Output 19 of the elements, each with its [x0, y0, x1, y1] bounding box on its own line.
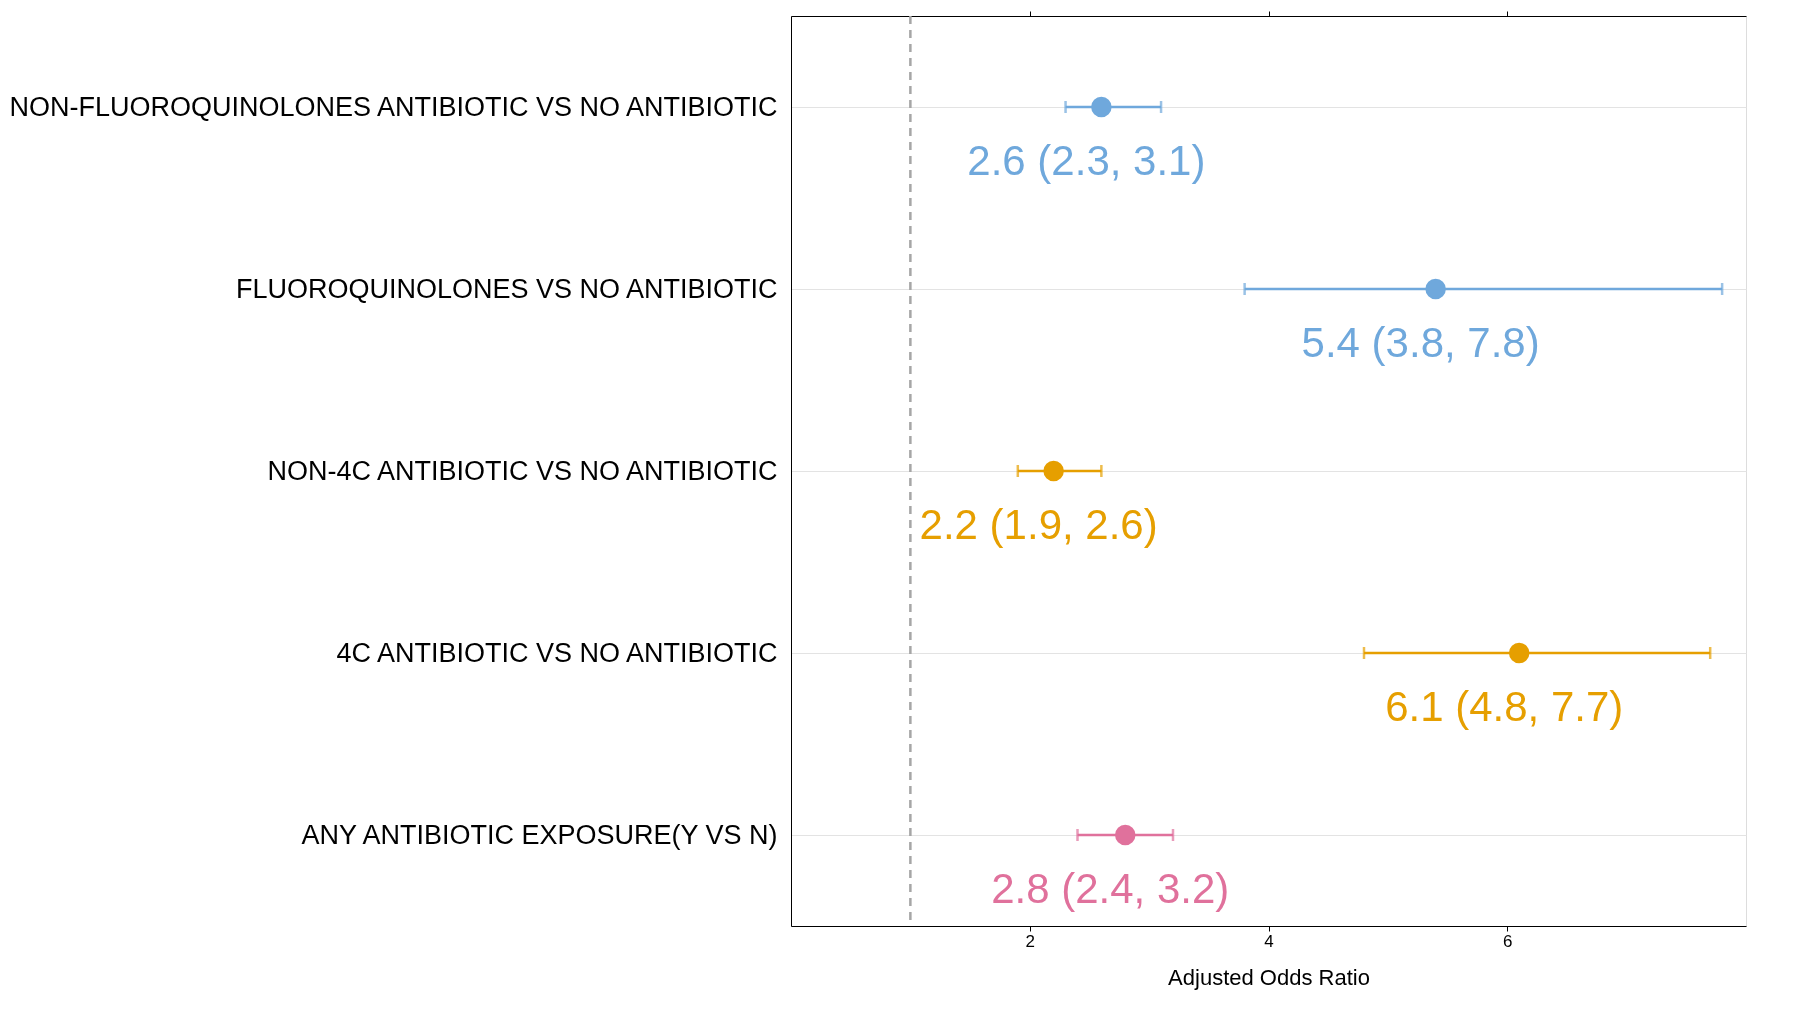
data-label: 5.4 (3.8, 7.8)	[1301, 319, 1540, 366]
x-tick-label: 4	[1264, 931, 1274, 951]
x-tick-label: 2	[1025, 931, 1035, 951]
y-tick-label: ANY ANTIBIOTIC EXPOSURE(Y VS N)	[301, 819, 778, 850]
data-label: 2.2 (1.9, 2.6)	[919, 501, 1158, 548]
y-tick-label: NON-FLUOROQUINOLONES ANTIBIOTIC VS NO ANTIBIOTIC	[9, 91, 778, 122]
y-tick-label: NON-4C ANTIBIOTIC VS NO ANTIBIOTIC	[267, 455, 778, 486]
y-tick-label: FLUOROQUINOLONES VS NO ANTIBIOTIC	[235, 273, 778, 304]
point	[1425, 278, 1446, 300]
point	[1091, 96, 1112, 118]
data-label: 2.8 (2.4, 3.2)	[991, 865, 1230, 912]
x-tick-label: 6	[1503, 931, 1513, 951]
y-tick-label: 4C ANTIBIOTIC VS NO ANTIBIOTIC	[336, 637, 778, 668]
point	[1043, 460, 1064, 482]
point	[1508, 642, 1530, 664]
data-label: 6.1 (4.8, 7.7)	[1385, 683, 1624, 730]
data-label: 2.6 (2.3, 3.1)	[967, 137, 1206, 184]
x-axis-title: Adjusted Odds Ratio	[1168, 964, 1370, 990]
point	[1115, 824, 1136, 846]
